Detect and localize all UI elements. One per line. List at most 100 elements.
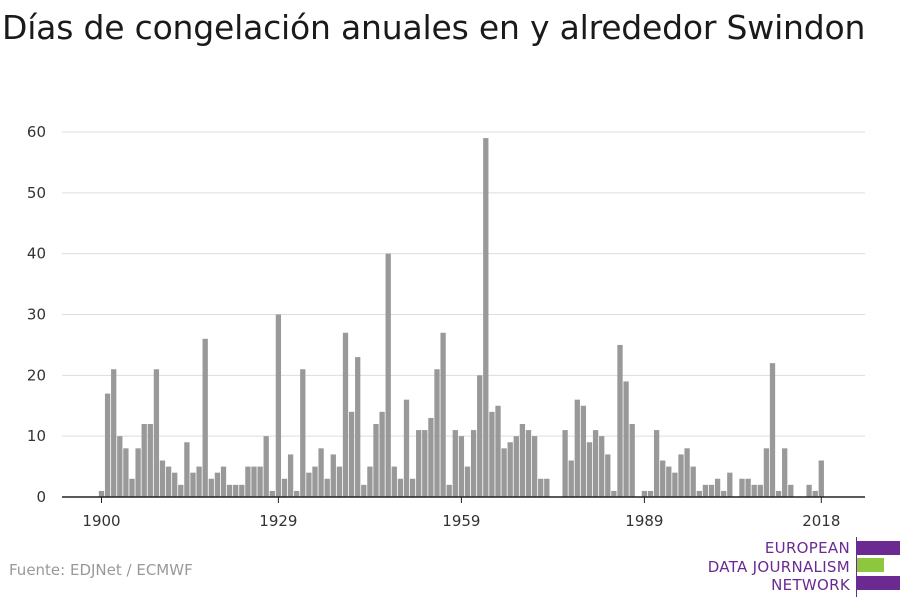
bar <box>117 436 123 497</box>
bar <box>782 448 788 497</box>
bar <box>281 478 288 497</box>
bar <box>525 430 532 497</box>
bar <box>397 478 404 497</box>
x-tick-label: 1900 <box>82 512 120 530</box>
axes: 0 10 20 30 40 50 60 1900 1929 1959 1989 2018 <box>27 123 865 530</box>
bar <box>751 484 757 497</box>
bar <box>269 490 275 497</box>
bar <box>745 478 751 497</box>
bar <box>245 466 251 497</box>
bar <box>702 484 709 497</box>
bar <box>599 436 605 497</box>
bar <box>373 424 379 497</box>
bar <box>513 436 519 497</box>
bar <box>220 466 227 497</box>
bar <box>336 466 343 497</box>
bar <box>568 460 574 497</box>
bar <box>684 448 690 497</box>
bar <box>159 460 166 497</box>
bar <box>452 430 458 497</box>
bar <box>708 484 715 497</box>
bar <box>294 490 300 497</box>
bar <box>428 417 434 497</box>
bar <box>605 454 611 497</box>
bar <box>208 478 214 497</box>
bar <box>739 478 745 497</box>
bar <box>696 490 702 497</box>
source-note: Fuente: EDJNet / ECMWF <box>9 561 193 579</box>
bar <box>641 490 648 497</box>
bar <box>379 411 385 497</box>
logo-line-2: DATA JOURNALISM <box>707 558 850 576</box>
chart-title: Días de congelación anuales en y alreded… <box>2 8 866 47</box>
bar <box>757 484 763 497</box>
bar <box>318 448 324 497</box>
bar <box>818 460 824 497</box>
bar <box>544 478 550 497</box>
bar <box>104 393 111 497</box>
bar <box>361 484 367 497</box>
bar <box>147 424 153 497</box>
bar <box>647 490 654 497</box>
y-tick-label: 50 <box>27 184 46 202</box>
bar <box>184 442 190 497</box>
y-tick-label: 10 <box>27 427 46 445</box>
bar <box>287 454 294 497</box>
bar <box>111 369 117 497</box>
bar <box>775 490 782 497</box>
bar <box>391 466 397 497</box>
y-tick-label: 0 <box>36 488 46 506</box>
x-tick-label: 2018 <box>802 512 840 530</box>
bar <box>98 490 105 497</box>
bar <box>275 314 282 497</box>
bar <box>135 448 141 497</box>
bar <box>434 369 440 497</box>
bar <box>251 466 257 497</box>
bar <box>678 454 684 497</box>
bar <box>690 466 696 497</box>
bar <box>580 405 587 497</box>
bar <box>178 484 184 497</box>
bar <box>727 472 733 497</box>
bar <box>489 411 495 497</box>
bar <box>470 430 477 497</box>
bar <box>165 466 172 497</box>
bar <box>458 436 465 497</box>
bar <box>586 442 593 497</box>
y-tick-label: 60 <box>27 123 46 141</box>
bar <box>501 448 507 497</box>
bar <box>348 411 355 497</box>
x-tick-label: 1929 <box>259 512 297 530</box>
bar <box>812 490 818 497</box>
bar <box>306 472 312 497</box>
bar <box>714 478 721 497</box>
bar <box>806 484 812 497</box>
bar <box>403 399 410 497</box>
bars <box>98 138 824 497</box>
bar <box>355 357 361 497</box>
bar <box>239 484 245 497</box>
bar <box>153 369 160 497</box>
gridlines <box>62 131 865 437</box>
logo-bar-top <box>857 541 900 555</box>
y-tick-label: 40 <box>27 245 46 263</box>
bar <box>330 454 336 497</box>
bar <box>483 138 489 497</box>
bar <box>233 484 239 497</box>
bar <box>172 472 178 497</box>
bar <box>141 424 147 497</box>
y-tick-label: 30 <box>27 306 46 324</box>
bar <box>507 442 513 497</box>
bar <box>562 430 568 497</box>
bar <box>617 344 623 497</box>
bar <box>129 478 135 497</box>
bar <box>721 490 727 497</box>
bar <box>574 399 580 497</box>
bar <box>538 478 544 497</box>
bar <box>190 472 196 497</box>
bar <box>666 466 672 497</box>
edjnet-logo: EUROPEAN DATA JOURNALISM NETWORK <box>700 537 900 597</box>
logo-divider <box>856 537 857 597</box>
bar <box>342 332 349 497</box>
